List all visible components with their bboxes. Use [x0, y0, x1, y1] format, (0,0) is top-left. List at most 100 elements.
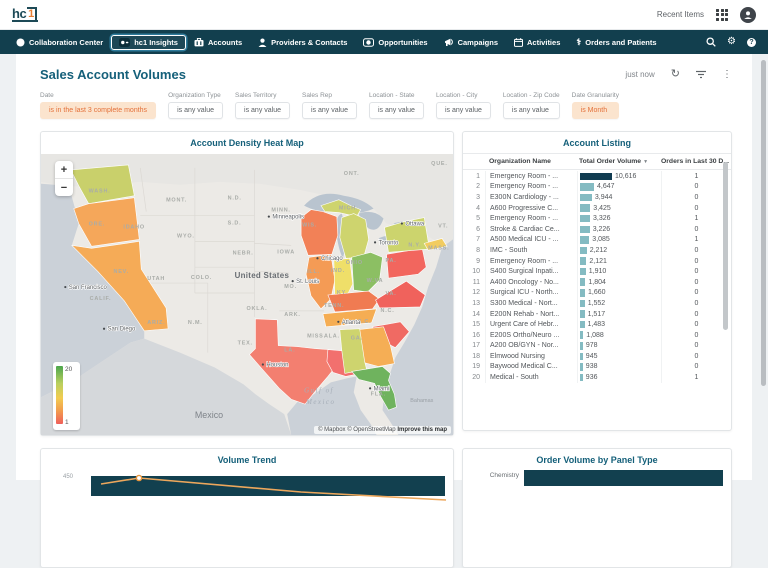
state-FL	[351, 366, 397, 411]
more-menu-icon[interactable]: ⋮	[722, 68, 732, 80]
map-label: KY.	[337, 290, 348, 296]
hc1-logo[interactable]: hc 1	[12, 7, 39, 22]
last-updated-label: just now	[625, 70, 655, 79]
org-name-cell: A400 Oncology - No...	[485, 276, 577, 288]
state-IL	[305, 253, 336, 310]
user-avatar[interactable]	[740, 6, 756, 23]
volume-cell: 3,425	[577, 202, 661, 214]
filter-location-city: Location - City is any value	[435, 92, 491, 119]
map-label: Gulf of	[304, 386, 334, 394]
choropleth-states[interactable]	[70, 164, 448, 411]
row-rank: 3	[476, 193, 480, 201]
table-row[interactable]: 12 Surgical ICU - North... 1,660 0	[463, 287, 731, 299]
map-label: PA.	[385, 258, 396, 264]
volume-trend-chart[interactable]: 450	[41, 470, 453, 530]
table-row[interactable]: 8 IMC - South 2,212 0	[463, 245, 731, 256]
circle-icon	[16, 38, 25, 46]
nav-orders-patients[interactable]: ⚕ Orders and Patients	[576, 36, 657, 47]
filter-value-pill[interactable]: is any value	[302, 102, 357, 119]
filter-value-pill[interactable]: is any value	[168, 102, 224, 119]
volume-bar	[580, 331, 584, 339]
org-name-cell: Emergency Room - ...	[485, 255, 577, 267]
filter-bar: Date is in the last 3 complete months Orga…	[40, 92, 732, 119]
volume-cell: 938	[577, 361, 661, 373]
table-row[interactable]: 14 E200N Rehab - Nort... 1,517 0	[463, 308, 731, 320]
table-row[interactable]: 4 A600 Progressive C... 3,425 0	[463, 202, 731, 214]
row-rank: 4	[476, 204, 480, 212]
table-row[interactable]: 10 S400 Surgical Inpati... 1,910 0	[463, 266, 731, 277]
volume-cell: 1,660	[577, 287, 661, 299]
table-row[interactable]: 6 Stroke & Cardiac Ce... 3,226 0	[463, 223, 731, 235]
map-label: Minneapolis	[272, 215, 304, 221]
filter-label: Location - State	[368, 92, 415, 99]
help-icon[interactable]: ?	[747, 37, 756, 47]
nav-campaigns[interactable]: Campaigns	[436, 35, 506, 50]
table-row[interactable]: 7 A500 Medical ICU - ... 3,085 1	[463, 234, 731, 246]
refresh-icon[interactable]: ↻	[670, 68, 680, 80]
settings-gear-icon[interactable]: ⚙	[727, 36, 736, 47]
table-row[interactable]: 11 A400 Oncology - No... 1,804 0	[463, 276, 731, 288]
filter-value-pill[interactable]: is any value	[502, 102, 560, 119]
filter-value-pill[interactable]: is any value	[368, 102, 424, 119]
map-label: LA.	[284, 348, 295, 354]
table-row[interactable]: 2 Emergency Room - ... 4,647 0	[463, 181, 731, 193]
nav-hc1-insights[interactable]: hc1 Insights	[111, 34, 186, 50]
filter-value-pill[interactable]: is any value	[235, 102, 290, 119]
table-row[interactable]: 9 Emergency Room - ... 2,121 0	[463, 255, 731, 267]
nav-opportunities[interactable]: Opportunities	[355, 35, 435, 50]
recent-items-menu[interactable]: Recent Items	[656, 10, 704, 19]
volume-bar	[580, 342, 583, 350]
map-mexico	[41, 338, 292, 435]
state-VA	[375, 280, 426, 309]
table-scrollbar[interactable]	[723, 162, 728, 330]
table-row[interactable]: 13 S300 Medical - Nort... 1,552 0	[463, 298, 731, 309]
table-row[interactable]: 1 Emergency Room - ... 10,616 1	[463, 171, 731, 182]
row-rank: 8	[476, 246, 480, 254]
panel-type-first-row[interactable]: Chemistry	[463, 470, 731, 486]
nav-collaboration-center[interactable]: Collaboration Center	[8, 35, 111, 50]
table-row[interactable]: 18 Elmwood Nursing 945 0	[463, 351, 731, 362]
zoom-out-button[interactable]: −	[60, 181, 68, 194]
volume-bar	[580, 289, 585, 297]
nav-accounts[interactable]: Accounts	[186, 35, 250, 50]
map-label: San Francisco	[69, 285, 108, 291]
main-nav: Collaboration Center hc1 Insights Accoun…	[0, 30, 768, 54]
legend-min: 1	[65, 419, 69, 426]
megaphone-icon	[444, 38, 453, 46]
page-scrollbar[interactable]	[761, 60, 766, 386]
map-label: Miami	[374, 386, 390, 392]
table-row[interactable]: 17 A200 OB/GYN - Nor... 978 0	[463, 340, 731, 352]
app-grid-icon[interactable]	[716, 8, 728, 21]
table-row[interactable]: 15 Urgent Care of Hebr... 1,483 0	[463, 319, 731, 330]
map-label: United States	[235, 271, 290, 280]
col-organization-name[interactable]: Organization Name	[489, 158, 551, 165]
table-row[interactable]: 5 Emergency Room - ... 3,326 1	[463, 213, 731, 224]
improve-map-link[interactable]: Improve this map	[397, 427, 447, 433]
filter-value-pill[interactable]: is in the last 3 complete months	[40, 102, 157, 119]
col-total-order-volume[interactable]: Total Order Volume ▼	[579, 158, 649, 165]
nav-activities[interactable]: Activities	[506, 35, 568, 50]
zoom-in-button[interactable]: +	[55, 161, 73, 179]
us-choropleth-map[interactable]: WASH. MONT. N.D. S.D. MINN. IDAHO ORE. WYO. NEV.…	[41, 153, 453, 436]
row-rank: 16	[472, 331, 480, 339]
nav-providers-contacts[interactable]: Providers & Contacts	[250, 35, 355, 50]
map-labels: WASH. MONT. N.D. S.D. MINN. IDAHO ORE. WYO. NEV.…	[64, 161, 449, 420]
filter-icon[interactable]	[696, 70, 706, 79]
volume-cell: 2,121	[577, 255, 661, 267]
org-name-cell: A500 Medical ICU - ...	[485, 234, 577, 246]
volume-bar	[580, 183, 594, 191]
table-row[interactable]: 20 Medical - South 936 1	[463, 372, 731, 383]
filter-value-pill[interactable]: is Month	[571, 102, 619, 119]
table-row[interactable]: 19 Baywood Medical C... 938 0	[463, 361, 731, 373]
table-row[interactable]: 16 E200S Ortho/Neuro ... 1,088 0	[463, 329, 731, 341]
volume-cell: 3,226	[577, 223, 661, 235]
insights-badge-icon	[119, 37, 131, 47]
filter-value-pill[interactable]: is any value	[435, 102, 491, 119]
map-label: VA.	[385, 291, 396, 297]
map-zoom-control: + −	[55, 161, 73, 196]
col-orders-last-30[interactable]: Orders in Last 30 D...	[661, 158, 729, 165]
search-icon[interactable]	[706, 37, 716, 47]
map-label: Toronto	[379, 240, 400, 246]
table-row[interactable]: 3 E300N Cardiology - ... 3,944 0	[463, 192, 731, 203]
volume-bar	[580, 193, 592, 202]
